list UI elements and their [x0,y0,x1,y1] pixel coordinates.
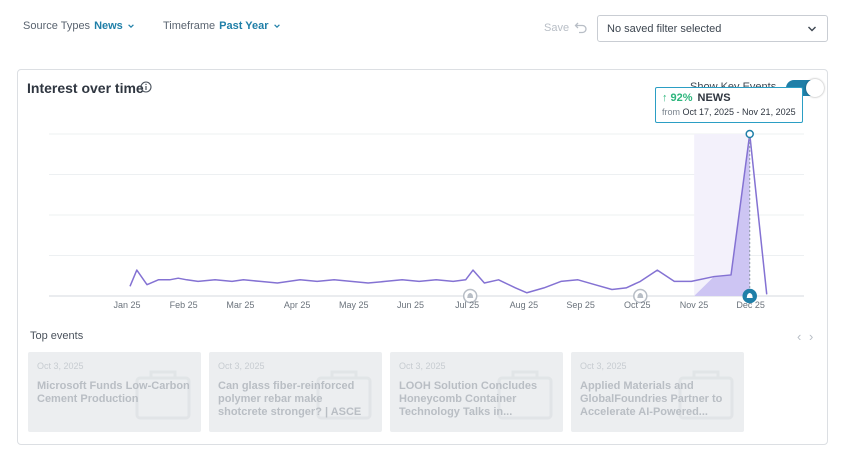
event-card[interactable]: Oct 3, 2025 Can glass fiber-reinforced p… [209,352,382,432]
chevron-down-icon[interactable] [273,22,281,30]
x-tick-label: Feb 25 [170,300,198,310]
interest-over-time-card: Jan 25 Feb 25 Mar 25 Apr 25 May 25 Jun 25 Jul … [17,69,828,445]
event-card[interactable]: Oct 3, 2025 Microsoft Funds Low-Carbon C… [28,352,201,432]
interest-line-chart: Jan 25 Feb 25 Mar 25 Apr 25 May 25 Jun 25 Jul … [49,129,804,310]
events-next-button[interactable]: › [809,329,814,344]
saved-filter-select[interactable]: No saved filter selected [597,15,828,42]
chevron-down-icon[interactable] [127,22,135,30]
bell-icon [637,293,644,298]
x-tick-label: Apr 25 [284,300,311,310]
series-line [129,133,768,295]
source-types-filter[interactable]: Source Types News [23,20,135,32]
events-prev-button[interactable]: ‹ [797,329,802,344]
bell-icon [746,293,753,298]
top-events-title: Top events [30,330,84,342]
top-events-list: Oct 3, 2025 Microsoft Funds Low-Carbon C… [28,352,828,432]
x-tick-label: May 25 [339,300,369,310]
timeframe-label: Timeframe [163,20,216,32]
save-button[interactable]: Save [544,22,570,34]
news-thumbnail-icon [497,370,553,420]
tooltip-from-label: from [662,107,680,117]
card-title: Interest over time [27,80,144,96]
filter-bar: Source Types News Timeframe Past Year Sa… [0,0,850,60]
x-tick-label: Oct 25 [624,300,651,310]
event-title: Applied Materials and GlobalFoundries Pa… [580,380,723,418]
event-title: Microsoft Funds Low-Carbon Cement Produc… [37,380,190,405]
timeframe-filter[interactable]: Timeframe Past Year [163,20,281,32]
event-date: Oct 3, 2025 [580,361,627,371]
source-types-value[interactable]: News [94,20,123,32]
x-tick-label: Nov 25 [680,300,709,310]
bell-icon [467,293,474,298]
trend-up-icon: ↑ [662,92,668,104]
event-date: Oct 3, 2025 [218,361,265,371]
news-thumbnail-icon [316,370,372,420]
saved-filter-value: No saved filter selected [607,23,722,35]
x-tick-label: Sep 25 [566,300,595,310]
news-thumbnail-icon [678,370,734,420]
tooltip-range: Oct 17, 2025 - Nov 21, 2025 [682,107,796,117]
info-icon[interactable] [140,81,152,93]
event-title: LOOH Solution Concludes Honeycomb Contai… [399,380,538,418]
x-tick-label: Jan 25 [113,300,140,310]
event-card[interactable]: Oct 3, 2025 LOOH Solution Concludes Hone… [390,352,563,432]
event-date: Oct 3, 2025 [37,361,84,371]
toggle-knob[interactable] [806,79,824,97]
news-thumbnail-icon [135,370,191,420]
x-tick-label: Jun 25 [397,300,424,310]
x-tick-label: Jul 25 [455,300,479,310]
event-title: Can glass fiber-reinforced polymer rebar… [218,380,362,418]
x-tick-label: Aug 25 [510,300,539,310]
tooltip-source: NEWS [697,92,731,104]
x-tick-label: Dec 25 [736,300,765,310]
chart-tooltip: ↑ 92% NEWS from Oct 17, 2025 - Nov 21, 2… [655,87,803,123]
source-types-label: Source Types [23,20,91,32]
highlight-area [694,134,750,296]
x-tick-label: Mar 25 [226,300,254,310]
timeframe-value[interactable]: Past Year [219,20,269,32]
undo-icon[interactable] [574,20,588,34]
tooltip-percent: 92% [670,92,693,104]
event-card[interactable]: Oct 3, 2025 Applied Materials and Global… [571,352,744,432]
event-date: Oct 3, 2025 [399,361,446,371]
peak-point [745,129,754,139]
chevron-down-icon [808,26,816,32]
